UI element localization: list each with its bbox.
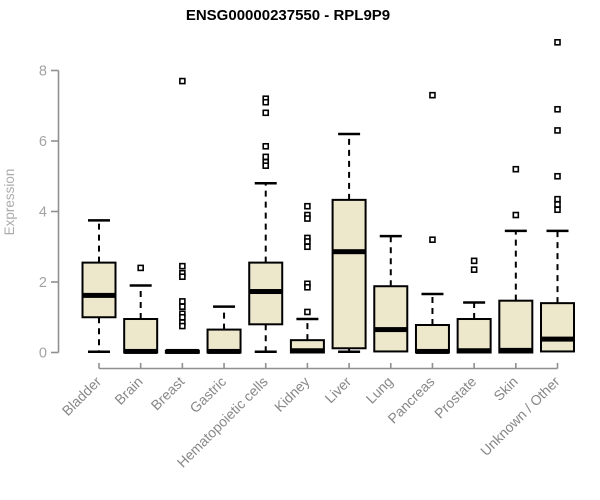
y-tick-label: 4 bbox=[39, 205, 47, 221]
outlier-point bbox=[179, 77, 186, 85]
boxplot-lung bbox=[373, 234, 409, 353]
box bbox=[540, 302, 576, 353]
outlier-point bbox=[179, 262, 186, 270]
outlier-point bbox=[512, 165, 520, 173]
median-line bbox=[124, 348, 158, 354]
outlier-point bbox=[470, 266, 478, 273]
boxplot-unknown-other bbox=[540, 38, 576, 353]
outlier-point bbox=[304, 202, 311, 210]
outlier-point bbox=[470, 257, 478, 265]
outlier-point bbox=[179, 303, 186, 310]
outlier-point bbox=[262, 162, 270, 169]
x-tick-label: Brain bbox=[111, 373, 145, 407]
y-axis-title: Expression bbox=[2, 169, 17, 236]
x-tick-label: Liver bbox=[321, 373, 354, 406]
boxplot-breast bbox=[164, 77, 200, 354]
outlier-point bbox=[554, 38, 561, 46]
outlier-point bbox=[429, 236, 436, 243]
median-line bbox=[290, 348, 324, 354]
median-line bbox=[415, 348, 449, 354]
y-tick-label: 8 bbox=[39, 64, 47, 80]
outlier-point bbox=[262, 109, 270, 117]
boxplot-prostate bbox=[456, 257, 492, 354]
outlier-point bbox=[554, 127, 561, 134]
x-tick-label: Unknown / Other bbox=[477, 373, 563, 459]
outlier-point bbox=[304, 238, 311, 245]
outlier-point bbox=[137, 264, 144, 272]
y-tick-label: 6 bbox=[39, 134, 47, 150]
outlier-point bbox=[179, 298, 186, 305]
x-tick-label: Skin bbox=[490, 373, 521, 404]
chart-title: ENSG00000237550 - RPL9P9 bbox=[185, 7, 391, 24]
outlier-point bbox=[304, 308, 311, 316]
outlier-point bbox=[429, 91, 436, 99]
outlier-point bbox=[262, 142, 270, 150]
outlier-point bbox=[304, 283, 311, 291]
outlier-point bbox=[512, 211, 520, 219]
median-line bbox=[165, 348, 199, 354]
outlier-point bbox=[554, 172, 561, 180]
outlier-point bbox=[554, 105, 561, 113]
boxplot-gastric bbox=[206, 305, 242, 354]
boxplot-brain bbox=[123, 264, 159, 354]
median-line bbox=[249, 289, 283, 295]
outlier-point bbox=[554, 206, 561, 214]
median-line bbox=[207, 348, 241, 354]
box bbox=[123, 318, 159, 354]
box bbox=[81, 261, 117, 319]
x-tick-label: Bladder bbox=[59, 373, 105, 419]
outlier-point bbox=[262, 98, 270, 106]
x-tick-label: Prostate bbox=[431, 373, 479, 421]
box bbox=[373, 285, 409, 353]
median-line bbox=[457, 348, 491, 354]
boxplot-pancreas bbox=[414, 91, 450, 354]
box bbox=[414, 324, 450, 354]
outlier-point bbox=[179, 322, 186, 330]
outlier-point bbox=[179, 313, 186, 321]
x-tick-label: Lung bbox=[363, 373, 396, 406]
boxplot-liver bbox=[331, 132, 367, 354]
outlier-point bbox=[304, 215, 311, 222]
y-axis: 0 2 4 6 8 Expression bbox=[2, 64, 60, 362]
median-line bbox=[332, 249, 366, 255]
box bbox=[456, 318, 492, 354]
boxplot-skin bbox=[498, 165, 534, 354]
box bbox=[498, 299, 534, 354]
median-line bbox=[82, 292, 116, 298]
x-tick-label: Kidney bbox=[271, 373, 313, 415]
median-line bbox=[374, 327, 408, 333]
outlier-point bbox=[554, 195, 561, 203]
boxplot-bladder bbox=[81, 219, 117, 354]
median-line bbox=[499, 347, 533, 353]
outlier-point bbox=[304, 243, 311, 251]
x-tick-label: Breast bbox=[148, 373, 188, 413]
box bbox=[331, 198, 367, 350]
y-tick-label: 0 bbox=[39, 346, 47, 362]
boxplot-kidney bbox=[289, 202, 325, 354]
outlier-point bbox=[554, 201, 561, 208]
outlier-point bbox=[179, 273, 186, 281]
outlier-point bbox=[262, 153, 270, 161]
median-line bbox=[541, 336, 575, 342]
boxplot-hematopoietic-cells bbox=[248, 95, 284, 354]
y-tick-label: 2 bbox=[39, 275, 47, 291]
